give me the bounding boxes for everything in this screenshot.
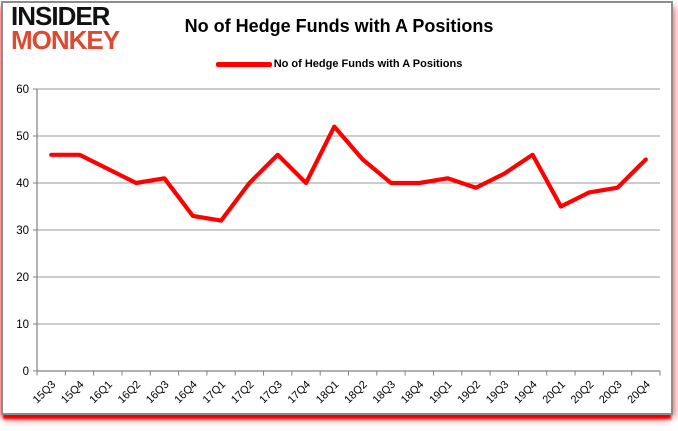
x-tick-label: 15Q4 bbox=[59, 379, 87, 407]
x-tick-label: 20Q4 bbox=[625, 379, 653, 407]
x-tick-label: 15Q3 bbox=[31, 379, 59, 407]
logo-line-monkey: MONKEY bbox=[11, 24, 120, 55]
x-tick-label: 18Q4 bbox=[399, 379, 427, 407]
y-tick-label: 60 bbox=[16, 84, 29, 96]
y-tick-label: 30 bbox=[16, 225, 29, 237]
x-tick-label: 19Q3 bbox=[484, 379, 512, 407]
legend: No of Hedge Funds with A Positions bbox=[0, 58, 678, 70]
x-tick-label: 19Q2 bbox=[456, 379, 484, 407]
x-tick-label: 19Q4 bbox=[512, 379, 540, 407]
y-tick-label: 40 bbox=[16, 178, 29, 190]
x-tick-label: 17Q1 bbox=[201, 379, 229, 407]
y-tick-label: 10 bbox=[16, 319, 29, 331]
x-tick-label: 17Q3 bbox=[257, 379, 285, 407]
logo-line-insider: INSIDER bbox=[11, 1, 110, 31]
y-tick-label: 0 bbox=[23, 366, 29, 378]
chart-card: INSIDER MONKEY No of Hedge Funds with A … bbox=[1, 1, 673, 415]
x-tick-label: 16Q4 bbox=[172, 379, 200, 407]
x-tick-label: 18Q3 bbox=[371, 379, 399, 407]
x-tick-label: 18Q2 bbox=[342, 379, 370, 407]
legend-label: No of Hedge Funds with A Positions bbox=[273, 58, 463, 70]
x-tick-label: 17Q4 bbox=[286, 379, 314, 407]
y-tick-label: 50 bbox=[16, 131, 29, 143]
x-tick-label: 20Q1 bbox=[540, 379, 568, 407]
x-tick-label: 20Q3 bbox=[597, 379, 625, 407]
insider-monkey-logo: INSIDER MONKEY bbox=[11, 1, 120, 55]
x-tick-label: 18Q1 bbox=[314, 379, 342, 407]
x-tick-label: 20Q2 bbox=[569, 379, 597, 407]
x-tick-label: 16Q2 bbox=[116, 379, 144, 407]
x-tick-label: 16Q1 bbox=[87, 379, 115, 407]
x-tick-label: 19Q1 bbox=[427, 379, 455, 407]
series-line bbox=[49, 124, 648, 223]
legend-line-icon bbox=[215, 61, 272, 67]
x-tick-label: 17Q2 bbox=[229, 379, 257, 407]
y-tick-label: 20 bbox=[16, 272, 29, 284]
x-tick-label: 16Q3 bbox=[144, 379, 172, 407]
chart-title: No of Hedge Funds with A Positions bbox=[184, 16, 494, 36]
